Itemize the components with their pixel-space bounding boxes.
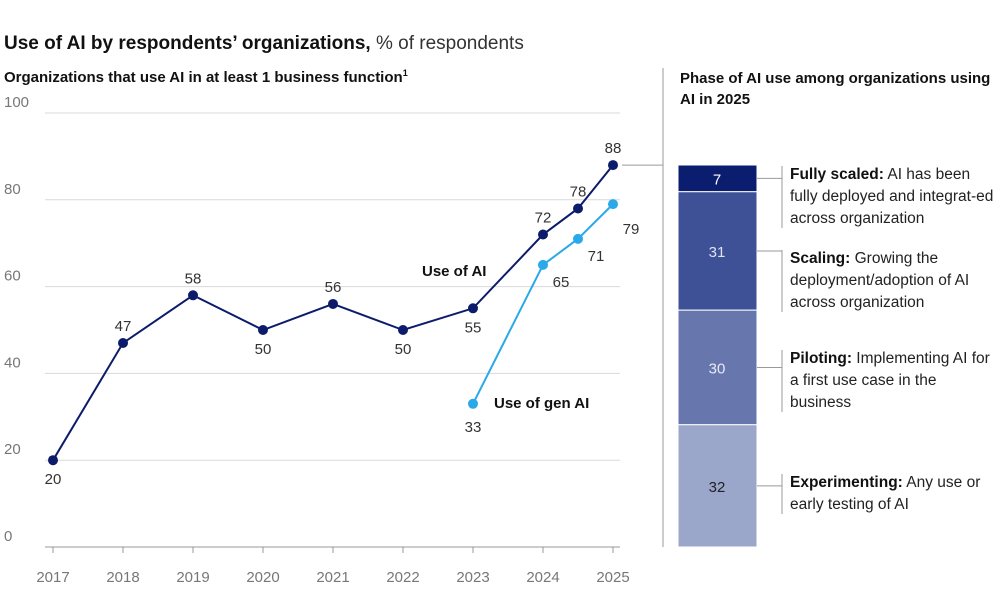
x-tick-label: 2022 bbox=[386, 569, 419, 586]
data-point bbox=[468, 303, 478, 314]
x-tick-label: 2024 bbox=[526, 569, 559, 586]
y-tick-label: 0 bbox=[4, 528, 12, 545]
chart-title: Use of AI by respondents’ organizations,… bbox=[4, 33, 524, 55]
legend-desc: AI has been fully deployed and integrat-… bbox=[790, 166, 994, 227]
data-label: 72 bbox=[535, 210, 552, 227]
subtitle-text: Organizations that use AI in at least 1 … bbox=[4, 69, 403, 86]
legend-label: Scaling: bbox=[790, 250, 851, 267]
y-tick-label: 80 bbox=[4, 181, 21, 198]
x-tick-label: 2021 bbox=[316, 569, 349, 586]
legend-item: Experimenting: Any use or early testing … bbox=[790, 472, 990, 516]
series-line-ai bbox=[52, 164, 614, 461]
legend-label: Piloting: bbox=[790, 350, 852, 367]
y-tick-label: 60 bbox=[4, 268, 21, 285]
data-point bbox=[573, 203, 583, 214]
data-label: 33 bbox=[465, 419, 482, 436]
series-label-ai: Use of AI bbox=[422, 263, 486, 280]
data-label: 20 bbox=[45, 471, 62, 488]
data-point bbox=[398, 325, 408, 335]
legend-desc: Growing the deployment/adoption of AI ac… bbox=[790, 250, 970, 311]
legend-item: Scaling: Growing the deployment/adoption… bbox=[790, 248, 1000, 314]
data-label: 88 bbox=[605, 140, 622, 157]
data-point bbox=[48, 455, 58, 466]
y-tick-label: 20 bbox=[4, 441, 21, 458]
x-tick-label: 2019 bbox=[176, 569, 209, 586]
bar-title: Phase of AI use among organizations usin… bbox=[680, 70, 991, 108]
legend-desc: Any use or early testing of AI bbox=[790, 474, 981, 513]
bar-segment-label: 32 bbox=[709, 479, 726, 496]
data-point bbox=[468, 398, 478, 409]
data-label: 47 bbox=[115, 318, 132, 335]
bar-segment bbox=[677, 309, 758, 426]
bar-segment bbox=[677, 191, 758, 311]
series-label-gen-ai: Use of gen AI bbox=[494, 395, 589, 412]
y-tick-label: 100 bbox=[4, 94, 29, 111]
data-point bbox=[258, 325, 268, 335]
data-label: 56 bbox=[325, 279, 342, 296]
title-unit: % of respondents bbox=[375, 33, 524, 54]
data-point bbox=[538, 259, 548, 270]
data-label: 55 bbox=[465, 319, 482, 336]
bar-segment-label: 30 bbox=[709, 360, 726, 377]
legend-label: Fully scaled: bbox=[790, 166, 884, 183]
chart-subtitle: Organizations that use AI in at least 1 … bbox=[4, 68, 408, 86]
data-label: 50 bbox=[395, 341, 412, 358]
data-point bbox=[328, 298, 338, 309]
data-point bbox=[188, 290, 198, 301]
footnote-marker: 1 bbox=[402, 68, 408, 78]
legend-label: Experimenting: bbox=[790, 474, 903, 491]
y-tick-label: 40 bbox=[4, 354, 21, 371]
data-point bbox=[608, 160, 618, 171]
data-label: 58 bbox=[185, 270, 202, 287]
x-tick-label: 2020 bbox=[246, 569, 279, 586]
data-point bbox=[118, 338, 128, 349]
data-point bbox=[538, 229, 548, 240]
data-label: 79 bbox=[623, 221, 640, 238]
bar-segment bbox=[677, 424, 758, 548]
data-point bbox=[573, 233, 583, 244]
x-tick-label: 2017 bbox=[36, 569, 69, 586]
data-label: 50 bbox=[255, 341, 272, 358]
legend-item: Fully scaled: AI has been fully deployed… bbox=[790, 164, 1000, 230]
title-bold: Use of AI by respondents’ organizations, bbox=[4, 33, 371, 54]
bar-segment-label: 7 bbox=[713, 171, 721, 188]
data-label: 65 bbox=[553, 274, 570, 291]
data-label: 71 bbox=[588, 248, 605, 265]
x-tick-label: 2025 bbox=[596, 569, 629, 586]
x-tick-label: 2018 bbox=[106, 569, 139, 586]
bar-segment-label: 31 bbox=[709, 244, 726, 261]
legend-item: Piloting: Implementing AI for a first us… bbox=[790, 348, 1000, 414]
data-point bbox=[608, 199, 618, 210]
series-line-gen-ai bbox=[472, 203, 614, 405]
x-tick-label: 2023 bbox=[456, 569, 489, 586]
data-label: 78 bbox=[570, 183, 587, 200]
legend-desc: Implementing AI for a first use case in … bbox=[790, 350, 990, 411]
